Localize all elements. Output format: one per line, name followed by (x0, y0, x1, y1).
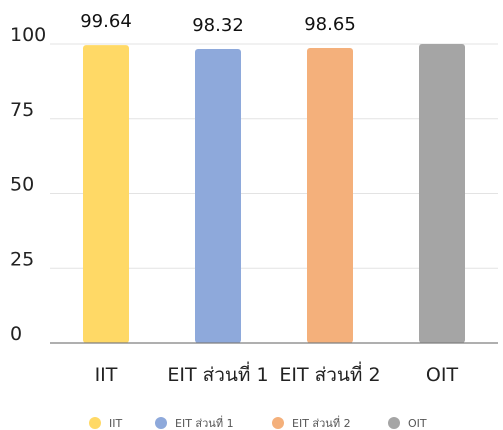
bar-3 (307, 48, 353, 343)
x-tick-label: OIT (426, 364, 459, 386)
y-tick-label: 25 (10, 248, 34, 270)
legend-swatch (155, 417, 167, 429)
data-label: 98.65 (304, 14, 356, 35)
x-tick-label: IIT (95, 364, 118, 386)
data-label: 99.64 (80, 11, 132, 32)
legend-label: IIT (109, 417, 122, 430)
bar-1 (83, 45, 129, 343)
y-tick-label: 50 (10, 174, 34, 196)
legend-swatch (388, 417, 400, 429)
y-tick-label: 75 (10, 99, 34, 121)
y-tick-label: 0 (10, 323, 22, 345)
legend-label: EIT ส่วนที่ 1 (175, 415, 234, 430)
bar-2 (195, 49, 241, 344)
legend-label: OIT (408, 417, 427, 430)
legend-label: EIT ส่วนที่ 2 (292, 415, 351, 430)
legend-swatch (272, 417, 284, 429)
data-label: 98.32 (192, 15, 244, 36)
x-tick-label: EIT ส่วนที่ 1 (167, 361, 268, 386)
bar-4 (419, 44, 465, 343)
y-tick-label: 100 (10, 24, 46, 46)
legend-swatch (89, 417, 101, 429)
x-tick-label: EIT ส่วนที่ 2 (279, 361, 380, 386)
